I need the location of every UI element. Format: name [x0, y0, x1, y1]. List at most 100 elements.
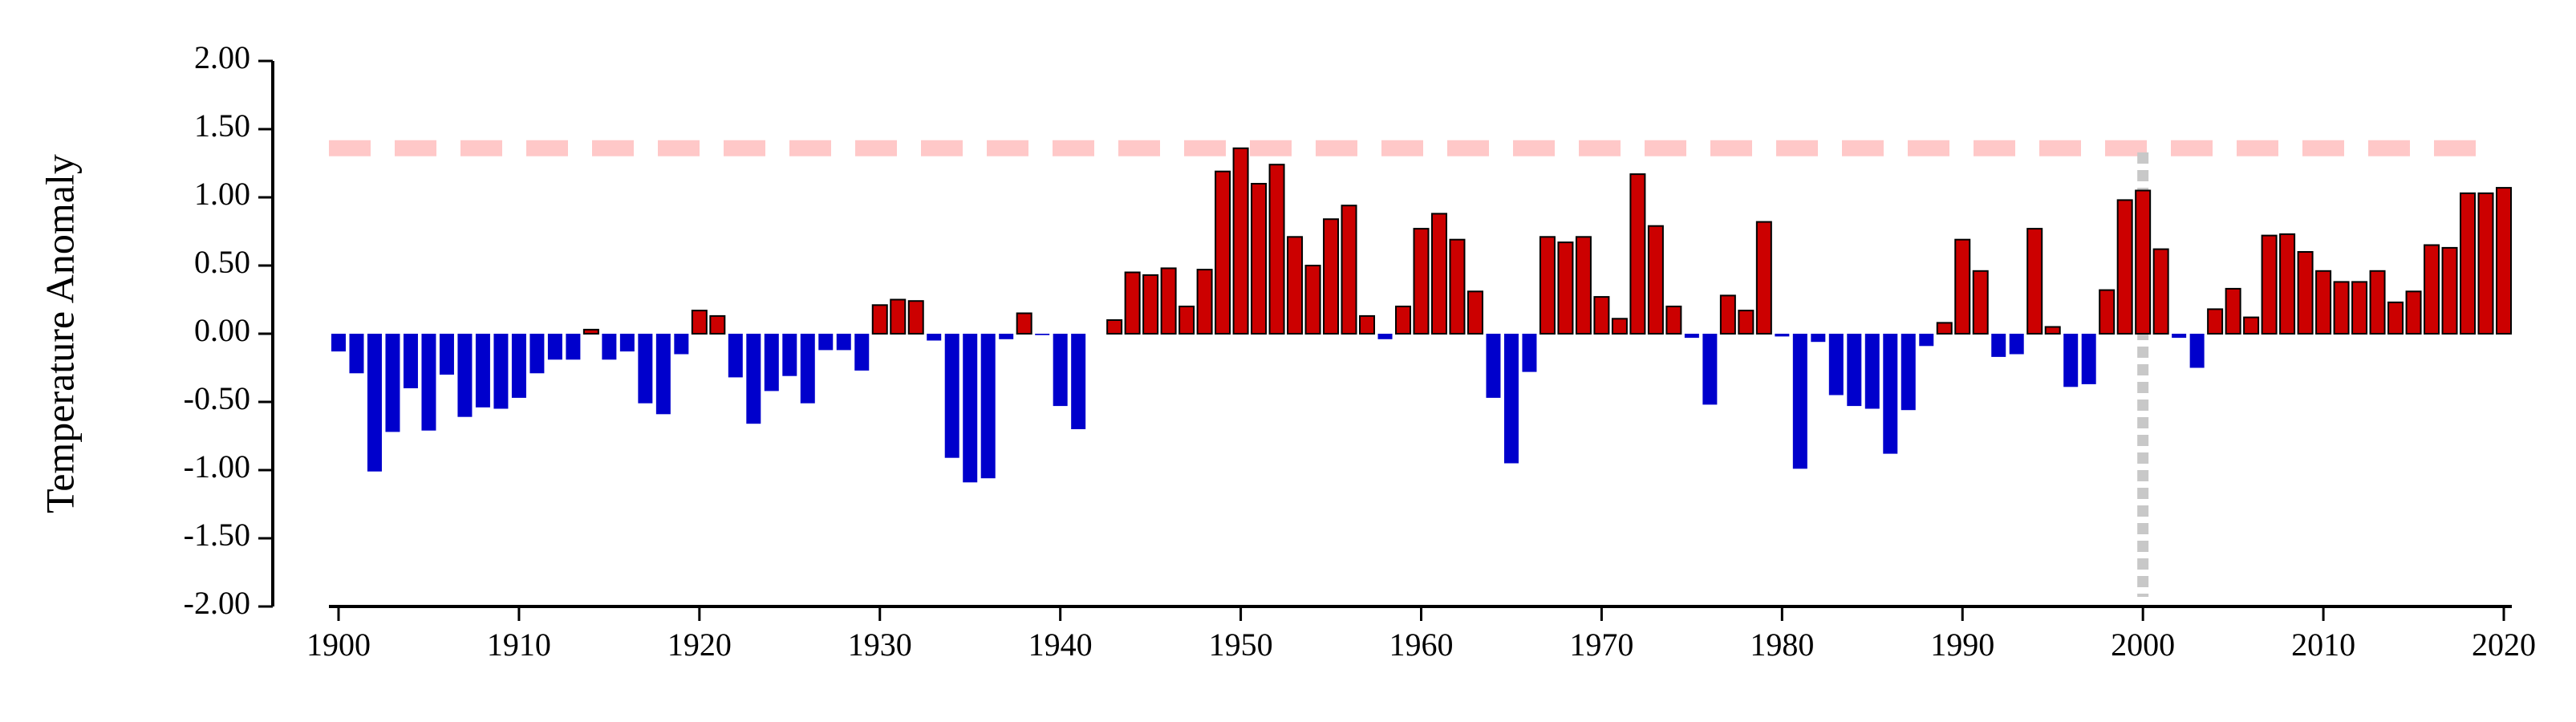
bar — [493, 334, 509, 409]
y-tick-label: -2.00 — [184, 585, 250, 621]
bar — [746, 334, 761, 424]
bar — [674, 334, 689, 355]
bar — [2351, 281, 2368, 335]
bar — [2044, 326, 2061, 335]
bar — [818, 334, 834, 351]
bar — [980, 334, 996, 479]
bar — [728, 334, 743, 378]
y-tick-label: 1.50 — [194, 107, 250, 144]
y-axis-label: Temperature Anomaly — [37, 154, 82, 513]
bar — [1142, 274, 1159, 335]
bar — [1702, 334, 1718, 405]
bar — [1991, 334, 2006, 357]
bar — [2369, 270, 2386, 335]
bar — [1035, 334, 1050, 335]
x-tick-label: 1960 — [1389, 627, 1454, 663]
bar — [1160, 267, 1177, 335]
x-tick-label: 1950 — [1209, 627, 1273, 663]
bar — [764, 334, 779, 391]
bar — [2009, 334, 2024, 355]
bar — [1359, 314, 1376, 335]
x-tick-label: 1900 — [306, 627, 371, 663]
bar — [1106, 319, 1123, 335]
bar — [1828, 334, 1844, 395]
bar — [1377, 334, 1393, 339]
bar — [2315, 270, 2332, 335]
bar — [1629, 173, 1646, 335]
bar — [2460, 192, 2477, 335]
y-tick-label: -0.50 — [184, 380, 250, 416]
bar — [2441, 246, 2458, 335]
bar — [1124, 271, 1141, 335]
bar — [2405, 290, 2422, 335]
bar — [999, 334, 1014, 339]
x-tick-label: 1910 — [487, 627, 551, 663]
bar — [511, 334, 526, 398]
bar — [1557, 241, 1574, 335]
bar — [331, 334, 346, 352]
bar — [529, 334, 545, 374]
bar — [1775, 334, 1790, 337]
bar — [1864, 334, 1880, 409]
x-tick-label: 1920 — [667, 627, 732, 663]
bar — [907, 300, 924, 335]
bar — [1901, 334, 1916, 411]
x-tick-label: 1940 — [1028, 627, 1093, 663]
bar — [782, 334, 797, 376]
bar — [1268, 164, 1285, 335]
bar — [1883, 334, 1898, 454]
bar — [2135, 189, 2152, 335]
bar — [403, 334, 418, 388]
bar — [1341, 205, 1357, 335]
x-tick-label: 1930 — [848, 627, 912, 663]
bar — [367, 334, 382, 472]
bar — [1919, 334, 1934, 347]
y-tick-label: 2.00 — [194, 39, 250, 75]
bar — [1304, 265, 1321, 335]
bar — [1575, 236, 1592, 335]
bar — [2261, 234, 2278, 335]
bar — [854, 334, 870, 371]
bar — [1792, 334, 1807, 469]
bar — [439, 334, 454, 375]
bar — [1053, 334, 1068, 407]
bar — [2243, 316, 2260, 335]
bar — [1522, 334, 1537, 372]
bar — [1251, 183, 1268, 335]
bar — [1486, 334, 1501, 398]
bar — [1738, 310, 1755, 335]
x-tick-label: 2010 — [2291, 627, 2355, 663]
x-tick-label: 1990 — [1930, 627, 1994, 663]
bar — [1611, 318, 1628, 335]
bar — [2116, 199, 2133, 335]
bar — [1413, 228, 1430, 335]
bar — [475, 334, 490, 408]
bar — [871, 304, 888, 335]
bar — [638, 334, 653, 404]
bar — [619, 334, 635, 352]
bar — [1972, 270, 1989, 335]
bar — [385, 334, 400, 432]
x-tick-label: 2020 — [2472, 627, 2536, 663]
y-tick-label: -1.50 — [184, 517, 250, 553]
bar — [1954, 238, 1971, 335]
bar — [1287, 236, 1304, 335]
bar — [963, 334, 978, 483]
bar — [1684, 334, 1699, 339]
bar — [2225, 287, 2241, 335]
bar — [1936, 322, 1953, 335]
bar — [2297, 251, 2314, 335]
bar — [1719, 294, 1736, 335]
bar — [547, 334, 562, 360]
bar — [1232, 147, 1249, 335]
bar — [1539, 236, 1556, 335]
bar — [1647, 225, 1664, 335]
bar — [1466, 290, 1483, 335]
bar — [2081, 334, 2096, 384]
bar — [1449, 238, 1466, 335]
bar — [2387, 301, 2404, 335]
bar — [2152, 248, 2169, 335]
bar — [2333, 281, 2350, 335]
bar — [1430, 213, 1447, 335]
